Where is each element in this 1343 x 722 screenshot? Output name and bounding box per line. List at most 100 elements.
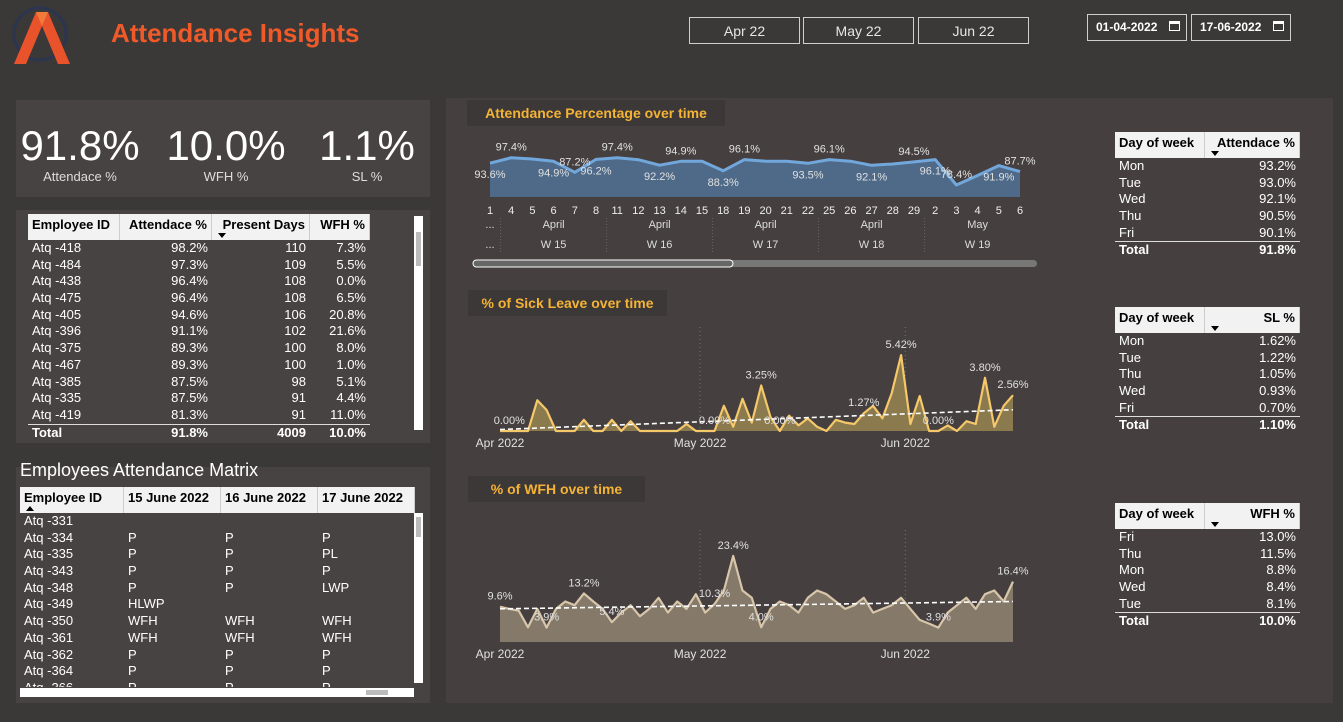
kpi-value: 91.8%: [20, 122, 140, 169]
cell: P: [225, 579, 234, 595]
table-row: Thu 90.5%: [1115, 208, 1300, 225]
cell: 102: [284, 323, 306, 339]
cell: 91: [291, 390, 306, 406]
month-label: April: [649, 219, 671, 231]
cell: Atq -331: [24, 513, 74, 528]
scroll-thumb[interactable]: [416, 232, 421, 266]
month-button[interactable]: Apr 22: [689, 17, 800, 44]
h-scrollbar[interactable]: [20, 688, 414, 697]
table-row: Tue 93.0%: [1115, 175, 1300, 192]
column-header: Day of week: [1115, 307, 1205, 333]
month-button[interactable]: May 22: [803, 17, 914, 44]
table-row: Thu 11.5%: [1115, 546, 1300, 563]
table: Day of week Attendace % Mon 93.2% Tue 93.0% We…: [1115, 132, 1300, 259]
line: [489, 156, 1021, 187]
table-row: Atq -335 87.5% 91 4.4%: [28, 390, 370, 407]
cell: 91.8%: [1259, 242, 1296, 258]
table-row: Mon 1.62%: [1115, 333, 1300, 350]
week-label: W 19: [965, 239, 991, 251]
x-tick-label: 28: [887, 205, 899, 217]
cell: Wed: [1119, 383, 1146, 399]
table: Employee ID 15 June 2022 16 June 2022 17 Ju…: [20, 487, 415, 687]
cell: Atq -334: [24, 529, 74, 545]
h-scroll-thumb[interactable]: [366, 690, 388, 695]
column-header: SL %: [1205, 307, 1300, 333]
table-row: Atq -467 89.3% 100 1.0%: [28, 357, 370, 374]
cell: P: [128, 563, 137, 579]
x-tick-label: 6: [1017, 205, 1023, 217]
scroll-thumb[interactable]: [416, 517, 421, 537]
data-label: 2.56%: [997, 379, 1028, 391]
cell: Atq -348: [24, 579, 74, 595]
data-label: 16.4%: [997, 566, 1028, 578]
x-tick-label: 20: [759, 205, 771, 217]
scrollbar[interactable]: [414, 513, 423, 683]
kpi-value: 1.1%: [319, 122, 415, 169]
x-tick-label: 1: [487, 205, 493, 217]
table-row: Wed 92.1%: [1115, 191, 1300, 208]
sort-icon: [1211, 151, 1219, 156]
x-tick-label: 8: [593, 205, 599, 217]
x-tick-label: 15: [696, 205, 708, 217]
cell: 8.4%: [1266, 579, 1296, 595]
data-label: 94.5%: [898, 146, 929, 158]
cell: 1.0%: [336, 356, 366, 372]
cell: 1.10%: [1259, 417, 1296, 433]
data-label: 92.2%: [644, 171, 675, 183]
week-label: ...: [485, 239, 494, 251]
data-label: 3.25%: [746, 370, 777, 382]
data-label: 0.00%: [764, 415, 795, 427]
cell: 1.22%: [1259, 349, 1296, 365]
date-input[interactable]: 17-06-2022: [1191, 14, 1291, 41]
data-label: 10.3%: [699, 588, 730, 600]
table-row: Atq -405 94.6% 106 20.8%: [28, 307, 370, 324]
cell: 8.0%: [336, 340, 366, 356]
cell: 5.5%: [336, 256, 366, 272]
data-label: 78.4%: [941, 169, 972, 181]
total-row: Total 91.8% 4009 10.0%: [28, 423, 370, 442]
data-label: 93.5%: [792, 169, 823, 181]
cell: P: [128, 663, 137, 679]
month-button[interactable]: Jun 22: [918, 17, 1029, 44]
table: Day of week SL % Mon 1.62% Tue 1.22% Thu 1.05% W…: [1115, 307, 1300, 434]
cell: 96.4%: [171, 290, 208, 306]
cell: P: [128, 579, 137, 595]
cell: Thu: [1119, 208, 1142, 224]
x-tick-label: 6: [551, 205, 557, 217]
table-row: Atq -366PPP: [20, 680, 415, 687]
area: [500, 555, 1013, 642]
data-label: 91.9%: [983, 172, 1014, 184]
cell: Atq -335: [24, 546, 74, 562]
x-tick-label: 14: [675, 205, 687, 217]
table: Day of week WFH % Fri 13.0% Thu 11.5% Mon 8.8% W…: [1115, 503, 1300, 630]
cell: 89.3%: [171, 356, 208, 372]
cell: P: [322, 563, 331, 579]
table-row: Tue 8.1%: [1115, 596, 1300, 613]
cell: P: [322, 529, 331, 545]
column-header: Attendace %: [120, 214, 212, 240]
x-tick-label: 21: [781, 205, 793, 217]
cell: Tue: [1119, 595, 1141, 611]
cell: P: [128, 646, 137, 662]
cell: Fri: [1119, 224, 1135, 240]
column-header: 15 June 2022: [124, 487, 221, 513]
scrollbar[interactable]: [414, 216, 423, 430]
cell: Thu: [1119, 366, 1142, 382]
cell: 90.5%: [1259, 208, 1296, 224]
month-label: April: [755, 219, 777, 231]
cell: WFH: [128, 613, 158, 629]
data-label: 87.7%: [1004, 156, 1035, 168]
scroll-thumb[interactable]: [472, 259, 734, 268]
cell: Total: [32, 424, 63, 440]
date-input[interactable]: 01-04-2022: [1087, 14, 1187, 41]
week-label: W 18: [859, 239, 885, 251]
cell: 6.5%: [336, 290, 366, 306]
cell: WFH: [322, 613, 352, 629]
column-header: Employee ID: [20, 487, 124, 513]
line: [500, 354, 1014, 433]
x-tick-label: 5: [529, 205, 535, 217]
data-label: 23.4%: [718, 540, 749, 552]
empty-cell: [318, 596, 415, 613]
trend-line: [499, 408, 1014, 431]
